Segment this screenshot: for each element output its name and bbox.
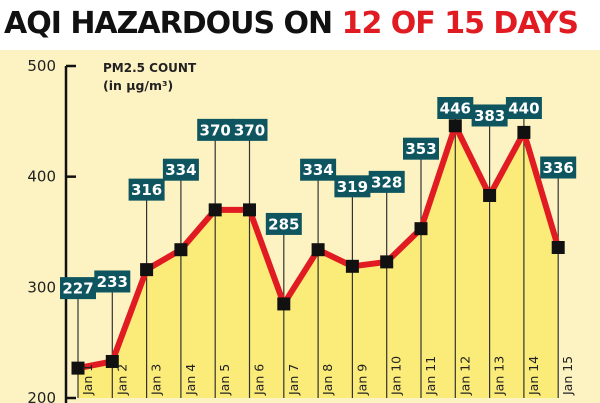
plot-area: 200 300 400 500 227 233 316 334 370 370 285 334 319…: [0, 50, 600, 403]
data-label-box-11: [403, 137, 439, 160]
category-label-5: Jan 5: [217, 364, 232, 396]
data-label-9: 319: [337, 178, 368, 196]
data-label-box-10: [368, 170, 405, 193]
data-label-13: 383: [474, 107, 505, 125]
data-point-3: [140, 263, 154, 277]
category-label-6: Jan 6: [252, 364, 267, 396]
data-label-2: 233: [97, 273, 128, 291]
category-label-3: Jan 3: [149, 364, 164, 396]
category-label-7: Jan 7: [286, 364, 301, 396]
data-label-box-4: [162, 158, 199, 181]
chart-title-part2: 12 OF 15 DAYS: [341, 6, 579, 41]
y-tick-label-400: 400: [27, 168, 56, 186]
data-label-14: 440: [508, 100, 539, 118]
data-point-5: [208, 203, 222, 217]
data-label-10: 328: [371, 173, 402, 191]
y-tick-label-200: 200: [27, 389, 56, 403]
unit-sublabel: (in μg/m³): [103, 78, 173, 93]
data-point-11: [414, 222, 428, 236]
data-point-14: [517, 125, 531, 139]
data-label-box-7: [265, 212, 302, 235]
data-label-box-1: [60, 277, 96, 300]
data-point-12: [448, 119, 462, 133]
chart-title-part1: AQI HAZARDOUS ON: [4, 6, 342, 41]
data-point-2: [105, 354, 119, 368]
category-label-4: Jan 4: [183, 364, 198, 396]
data-label-box-5: [197, 118, 234, 141]
category-label-12: Jan 12: [457, 356, 472, 396]
category-label-1: Jan 1: [80, 364, 95, 396]
data-label-box-14: [505, 97, 542, 119]
category-label-13: Jan 13: [492, 356, 507, 396]
data-point-9: [345, 259, 359, 273]
y-tick-label-500: 500: [27, 57, 56, 75]
data-label-box-6: [231, 118, 268, 141]
category-label-9: Jan 9: [354, 364, 369, 396]
data-label-3: 316: [131, 181, 162, 199]
data-label-6: 370: [234, 121, 265, 139]
data-label-box-13: [471, 104, 508, 127]
category-label-15: Jan 15: [560, 356, 575, 396]
category-label-14: Jan 14: [526, 356, 541, 396]
data-point-8: [311, 243, 325, 257]
data-label-box-3: [128, 178, 165, 201]
data-label-7: 285: [268, 215, 299, 233]
data-label-12: 446: [440, 100, 471, 118]
data-label-box-12: [437, 97, 474, 119]
category-label-11: Jan 11: [423, 356, 438, 396]
data-point-1: [71, 361, 85, 375]
category-label-10: Jan 10: [389, 356, 404, 396]
data-point-6: [243, 203, 256, 217]
data-label-4: 334: [165, 161, 196, 179]
data-label-box-2: [94, 270, 131, 293]
data-point-7: [277, 297, 291, 311]
chart-title: AQI HAZARDOUS ON 12 OF 15 DAYS: [4, 2, 579, 46]
data-label-8: 334: [302, 161, 333, 179]
data-label-box-9: [334, 175, 371, 198]
data-point-4: [174, 243, 188, 257]
unit-label: PM2.5 COUNT: [103, 61, 197, 75]
data-point-15: [551, 240, 565, 254]
data-label-box-15: [540, 156, 577, 179]
data-point-13: [483, 188, 497, 202]
data-label-15: 336: [543, 159, 574, 177]
category-label-2: Jan 2: [114, 364, 129, 396]
data-point-10: [380, 255, 394, 269]
data-label-box-8: [300, 158, 337, 181]
data-label-11: 353: [405, 140, 436, 158]
y-tick-label-300: 300: [27, 278, 56, 296]
data-label-5: 370: [200, 121, 231, 139]
category-label-8: Jan 8: [320, 364, 335, 396]
data-label-1: 227: [62, 280, 93, 298]
